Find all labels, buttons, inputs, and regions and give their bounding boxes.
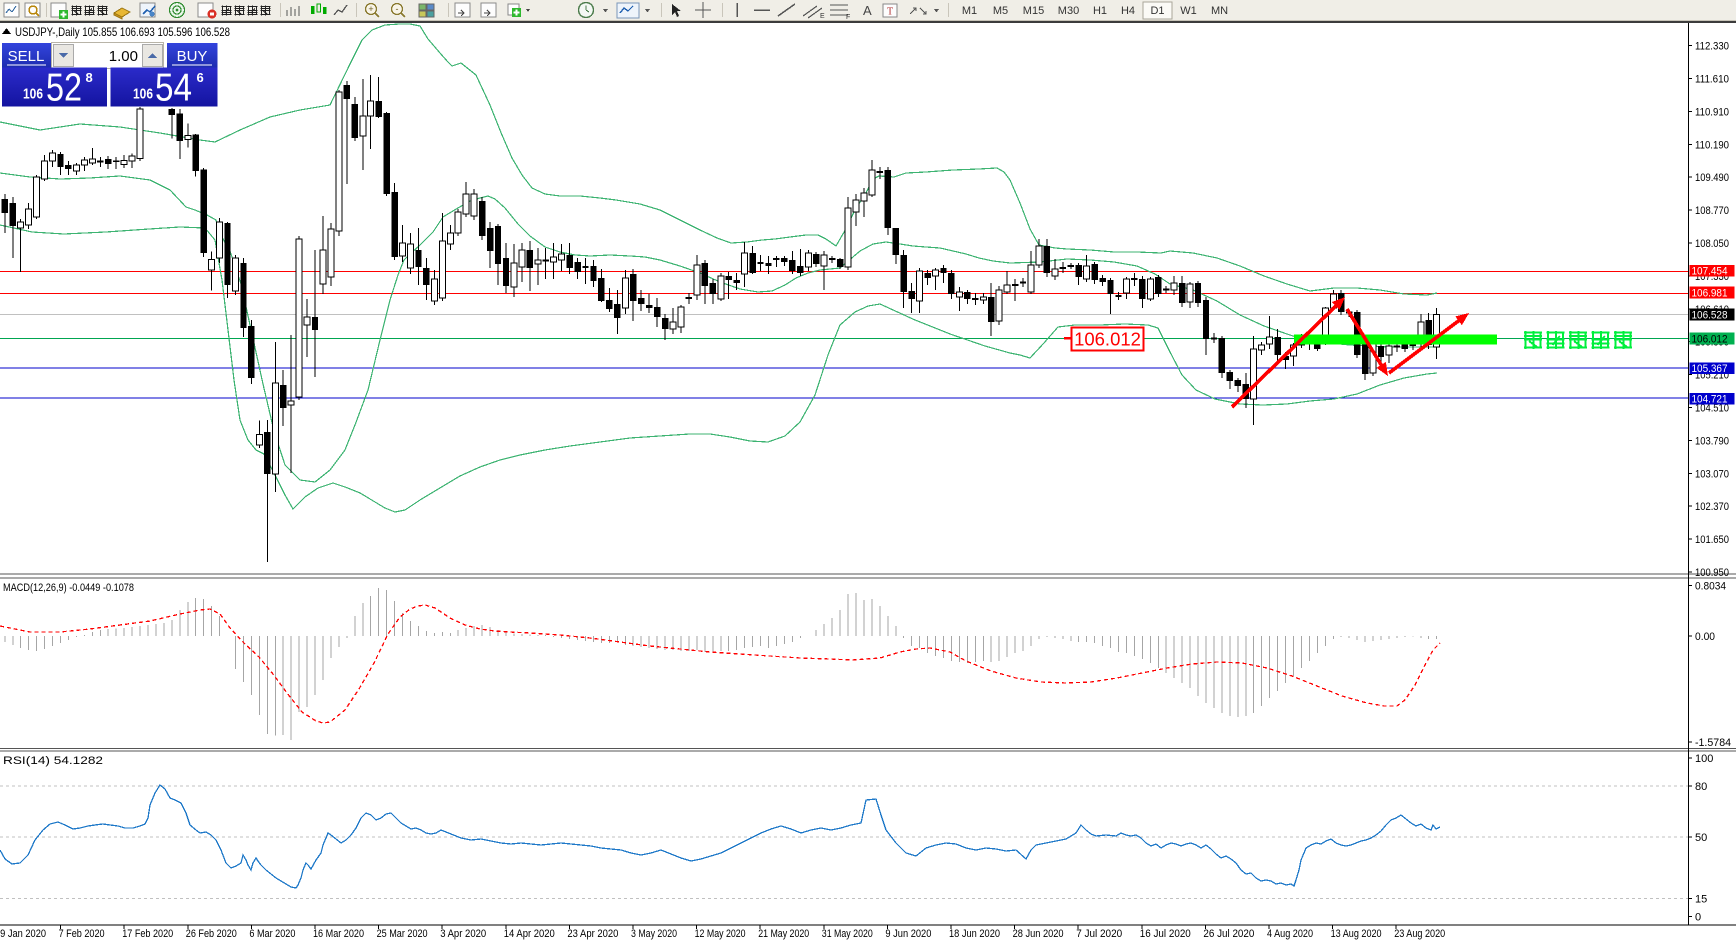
- svg-text:110.190: 110.190: [1695, 139, 1729, 151]
- svg-text:BUY: BUY: [177, 48, 208, 65]
- svg-text:106.012: 106.012: [1074, 329, 1141, 350]
- svg-text:-: -: [396, 4, 399, 14]
- svg-text:+: +: [368, 4, 373, 14]
- svg-text:105.367: 105.367: [1692, 363, 1728, 375]
- svg-text:7 Jul 2020: 7 Jul 2020: [1076, 928, 1122, 940]
- svg-text:0.8034: 0.8034: [1695, 581, 1726, 593]
- svg-text:16 Jul 2020: 16 Jul 2020: [1140, 928, 1191, 940]
- svg-text:54: 54: [155, 67, 192, 110]
- svg-text:H4: H4: [1121, 5, 1135, 17]
- svg-text:6: 6: [197, 70, 204, 85]
- svg-text:52: 52: [46, 67, 82, 110]
- svg-text:18 Jun 2020: 18 Jun 2020: [949, 928, 1000, 940]
- svg-text:9 Jun 2020: 9 Jun 2020: [885, 928, 931, 940]
- svg-text:0.00: 0.00: [1695, 631, 1715, 643]
- svg-text:108.770: 108.770: [1695, 205, 1729, 217]
- svg-text:28 Jun 2020: 28 Jun 2020: [1013, 928, 1064, 940]
- svg-text:109.490: 109.490: [1695, 172, 1729, 184]
- svg-text:110.910: 110.910: [1695, 107, 1729, 119]
- svg-text:D1: D1: [1150, 5, 1164, 17]
- svg-text:112.330: 112.330: [1695, 40, 1729, 52]
- svg-text:W1: W1: [1180, 5, 1197, 17]
- svg-text:1.00: 1.00: [109, 48, 138, 65]
- svg-text:29 Jan 2020: 29 Jan 2020: [0, 928, 46, 940]
- svg-text:80: 80: [1695, 781, 1707, 793]
- svg-text:103.790: 103.790: [1695, 435, 1729, 447]
- svg-text:MACD(12,26,9) -0.0449 -0.1078: MACD(12,26,9) -0.0449 -0.1078: [3, 582, 134, 594]
- svg-text:RSI(14) 54.1282: RSI(14) 54.1282: [3, 755, 103, 767]
- svg-text:8: 8: [86, 70, 93, 85]
- svg-text:104.721: 104.721: [1692, 394, 1728, 406]
- svg-text:26 Feb 2020: 26 Feb 2020: [186, 928, 237, 940]
- svg-text:13 Aug 2020: 13 Aug 2020: [1331, 928, 1382, 940]
- svg-text:A: A: [863, 3, 872, 18]
- svg-text:M1: M1: [962, 5, 977, 17]
- svg-text:SELL: SELL: [8, 48, 45, 65]
- svg-text:101.650: 101.650: [1695, 534, 1729, 546]
- svg-text:3 May 2020: 3 May 2020: [631, 928, 677, 940]
- svg-text:4 Aug 2020: 4 Aug 2020: [1267, 928, 1313, 940]
- svg-text:26 Jul 2020: 26 Jul 2020: [1203, 928, 1254, 940]
- svg-text:H1: H1: [1093, 5, 1107, 17]
- svg-text:0: 0: [1695, 912, 1701, 924]
- svg-text:23 Apr 2020: 23 Apr 2020: [567, 928, 618, 940]
- svg-text:16 Mar 2020: 16 Mar 2020: [313, 928, 364, 940]
- svg-text:-1.5784: -1.5784: [1695, 737, 1731, 749]
- svg-text:15: 15: [1695, 894, 1707, 906]
- svg-text:106.528: 106.528: [1692, 310, 1728, 322]
- svg-text:23 Aug 2020: 23 Aug 2020: [1394, 928, 1445, 940]
- svg-text:102.370: 102.370: [1695, 501, 1729, 513]
- svg-text:100: 100: [1695, 753, 1713, 765]
- svg-text:25 Mar 2020: 25 Mar 2020: [377, 928, 428, 940]
- svg-text:12 May 2020: 12 May 2020: [695, 928, 746, 940]
- svg-text:M15: M15: [1023, 5, 1044, 17]
- svg-text:17 Feb 2020: 17 Feb 2020: [122, 928, 173, 940]
- svg-text:F: F: [846, 14, 850, 21]
- svg-text:111.610: 111.610: [1695, 74, 1729, 86]
- svg-text:3 Apr 2020: 3 Apr 2020: [440, 928, 486, 940]
- svg-text:7 Feb 2020: 7 Feb 2020: [59, 928, 105, 940]
- svg-text:50: 50: [1695, 832, 1707, 844]
- svg-text:M5: M5: [993, 5, 1008, 17]
- svg-text:100.950: 100.950: [1695, 567, 1729, 579]
- svg-text:106: 106: [133, 87, 153, 103]
- svg-text:21 May 2020: 21 May 2020: [758, 928, 809, 940]
- svg-text:106.981: 106.981: [1692, 288, 1728, 300]
- svg-text:103.070: 103.070: [1695, 468, 1729, 480]
- svg-text:107.454: 107.454: [1692, 266, 1728, 278]
- svg-text:E: E: [820, 13, 825, 20]
- svg-text:106: 106: [23, 87, 43, 103]
- svg-text:104.510: 104.510: [1695, 403, 1729, 415]
- svg-text:14 Apr 2020: 14 Apr 2020: [504, 928, 555, 940]
- svg-text:108.050: 108.050: [1695, 238, 1729, 250]
- svg-text:106.012: 106.012: [1692, 334, 1728, 346]
- svg-text:MN: MN: [1211, 5, 1228, 17]
- svg-text:M30: M30: [1058, 5, 1079, 17]
- svg-text:USDJPY-,Daily 105.855 106.693: USDJPY-,Daily 105.855 106.693 105.596 10…: [15, 25, 230, 39]
- svg-text:31 May 2020: 31 May 2020: [822, 928, 873, 940]
- svg-text:6 Mar 2020: 6 Mar 2020: [249, 928, 295, 940]
- svg-text:T: T: [887, 7, 893, 18]
